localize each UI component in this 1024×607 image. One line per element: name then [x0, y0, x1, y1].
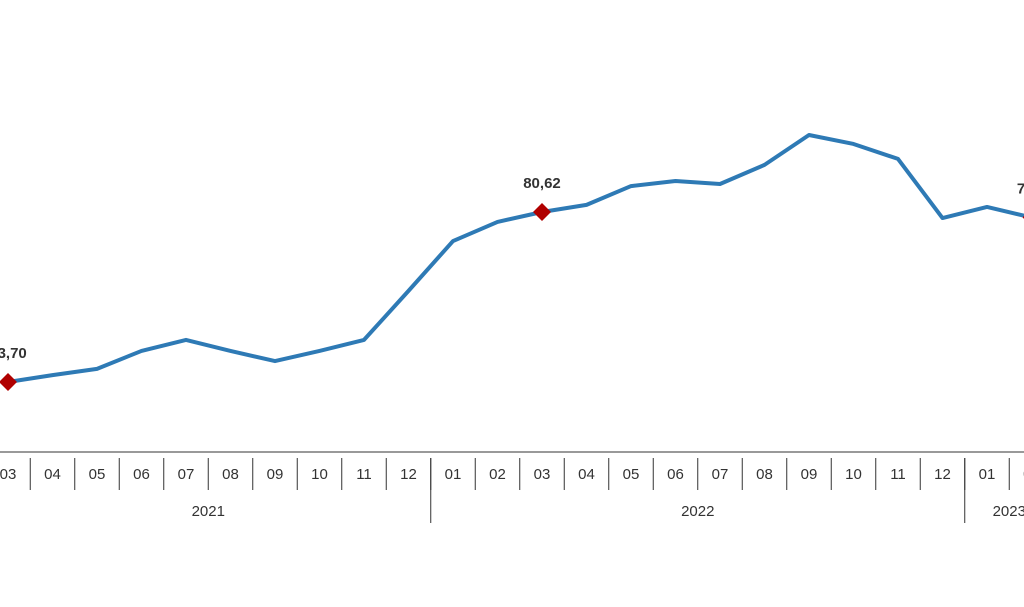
- x-tick-label: 02: [489, 466, 506, 483]
- x-tick-label: 09: [801, 466, 818, 483]
- x-tick-label: 03: [534, 466, 551, 483]
- x-tick-label: 10: [311, 466, 328, 483]
- x-tick-label: 01: [979, 466, 996, 483]
- x-tick-label: 08: [756, 466, 773, 483]
- year-label: 2022: [681, 503, 714, 520]
- data-line: [7, 133, 1024, 384]
- x-tick-label: 11: [356, 466, 372, 483]
- x-tick-label: 03: [0, 466, 16, 483]
- x-tick-label: 11: [890, 466, 906, 483]
- value-label: 80,62: [523, 175, 561, 192]
- x-tick-label: 07: [178, 466, 195, 483]
- value-label: 23,70: [0, 345, 27, 362]
- x-tick-label: 10: [845, 466, 862, 483]
- point-marker: [0, 373, 17, 391]
- year-label: 2023: [993, 503, 1024, 520]
- x-tick-label: 04: [578, 466, 595, 483]
- x-tick-label: 09: [267, 466, 284, 483]
- point-marker: [533, 203, 551, 221]
- x-tick-label: 12: [934, 466, 951, 483]
- x-tick-label: 06: [667, 466, 684, 483]
- x-tick-label: 08: [222, 466, 239, 483]
- year-label: 2021: [192, 503, 225, 520]
- x-tick-label: 06: [133, 466, 150, 483]
- x-tick-label: 05: [89, 466, 106, 483]
- x-tick-label: 12: [400, 466, 417, 483]
- x-tick-label: 01: [445, 466, 462, 483]
- x-tick-label: 05: [623, 466, 640, 483]
- x-tick-label: 07: [712, 466, 729, 483]
- value-label: 78,8: [1017, 180, 1024, 197]
- x-tick-label: 04: [44, 466, 61, 483]
